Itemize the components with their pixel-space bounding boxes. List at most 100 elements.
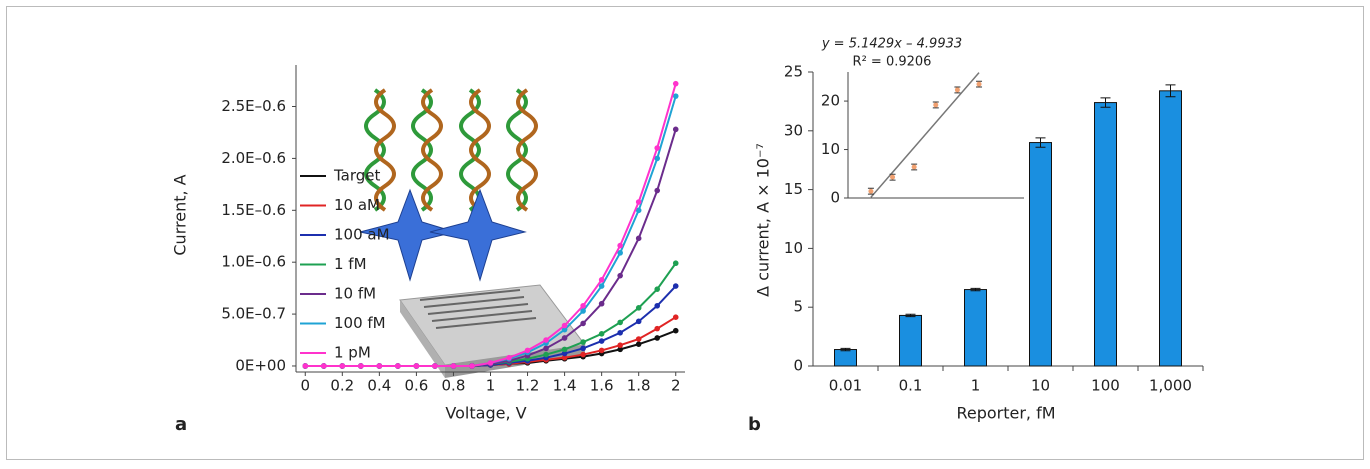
legend-label: 1 fM — [334, 255, 367, 273]
y-tick-label: 30 — [784, 121, 803, 139]
bar — [899, 314, 922, 367]
error-bar — [1100, 97, 1111, 108]
x-tick-label: 1.8 — [627, 377, 651, 395]
data-point — [580, 308, 586, 314]
data-point — [617, 346, 623, 353]
fit-equation: y = 5.1429x – 4.9933 — [821, 37, 962, 52]
x-tick-label: 0.1 — [899, 377, 923, 395]
x-tick-label: 1.6 — [590, 377, 614, 395]
data-point — [672, 314, 679, 321]
inset-background — [849, 72, 1024, 197]
data-point — [672, 93, 679, 99]
data-point — [672, 260, 679, 267]
panel-label: a — [175, 414, 187, 435]
y-tick-label: 2.5E–0.6 — [221, 97, 286, 115]
y-tick-label: 15 — [784, 180, 803, 198]
legend-label: 10 fM — [334, 285, 376, 303]
data-point — [654, 145, 661, 151]
data-point — [654, 155, 661, 162]
x-tick-label: 1.4 — [553, 377, 577, 395]
data-point — [672, 283, 679, 289]
data-point — [617, 342, 623, 349]
x-tick-label: 0.6 — [404, 377, 428, 395]
data-point — [868, 188, 874, 194]
bar — [1094, 102, 1117, 367]
data-point — [376, 363, 383, 369]
data-point — [672, 327, 679, 334]
data-point — [617, 242, 623, 249]
y-tick-label: 5.0E–0.7 — [221, 305, 286, 323]
bar — [964, 289, 987, 367]
data-point — [672, 126, 679, 133]
data-point — [339, 363, 346, 369]
y-tick-label: 1.0E–0.6 — [221, 253, 286, 271]
error-bar — [1165, 84, 1176, 98]
data-point — [302, 363, 309, 369]
data-point — [672, 80, 679, 87]
x-tick-label: 0 — [300, 377, 310, 395]
x-tick-label: 10 — [1031, 377, 1050, 395]
data-point — [635, 336, 642, 342]
data-point — [561, 350, 568, 357]
data-point — [543, 337, 549, 343]
data-point — [469, 363, 475, 369]
data-point — [635, 199, 642, 205]
x-tick-label: 0.4 — [367, 377, 391, 395]
data-point — [524, 347, 531, 354]
x-axis-title: Voltage, V — [445, 404, 526, 423]
data-point — [506, 354, 512, 361]
figure-border — [6, 6, 1364, 460]
data-point — [543, 351, 549, 358]
data-point — [635, 207, 642, 214]
bar — [1029, 142, 1052, 367]
legend-label: 1 pM — [334, 344, 371, 362]
data-point — [561, 322, 568, 329]
panel-label: b — [748, 414, 761, 435]
data-point — [654, 335, 661, 341]
x-tick-label: 100 — [1091, 377, 1120, 395]
data-point — [635, 305, 642, 311]
data-point — [580, 339, 586, 345]
data-point — [635, 341, 642, 347]
bar — [1159, 90, 1182, 367]
data-point — [976, 81, 982, 87]
x-tick-label: 0.01 — [829, 377, 862, 395]
data-point — [561, 354, 568, 361]
y-tick-label: 0 — [793, 357, 803, 375]
data-point — [358, 363, 364, 369]
data-point — [598, 331, 605, 337]
y-tick-label: 0 — [830, 189, 840, 207]
error-bar — [905, 313, 916, 318]
data-point — [598, 300, 605, 307]
y-tick-label: 1.5E–0.6 — [221, 201, 286, 219]
data-point — [543, 345, 549, 352]
data-point — [561, 326, 568, 333]
x-tick-label: 2 — [671, 377, 681, 395]
data-point — [413, 363, 420, 369]
legend-label: 100 fM — [334, 314, 386, 332]
data-point — [487, 360, 494, 366]
legend-label: 100 aM — [334, 226, 390, 244]
x-axis-title: Reporter, fM — [956, 404, 1055, 423]
data-point — [933, 102, 939, 108]
data-point — [617, 329, 623, 336]
data-point — [598, 338, 605, 344]
data-point — [617, 250, 623, 256]
data-point — [580, 320, 586, 327]
y-tick-label: 2.0E–0.6 — [221, 149, 286, 167]
data-point — [598, 347, 605, 354]
data-point — [635, 235, 642, 242]
x-tick-label: 1 — [486, 377, 496, 395]
data-point — [635, 318, 642, 325]
x-tick-label: 1 — [971, 377, 981, 395]
y-axis-title: Δ current, A × 10⁻⁷ — [754, 143, 773, 297]
data-point — [654, 325, 661, 332]
fit-line — [870, 72, 980, 198]
data-point — [580, 351, 586, 358]
data-point — [320, 363, 327, 369]
legend-label: 10 aM — [334, 196, 380, 214]
data-point — [654, 302, 661, 309]
bar — [834, 349, 857, 367]
data-point — [598, 283, 605, 289]
